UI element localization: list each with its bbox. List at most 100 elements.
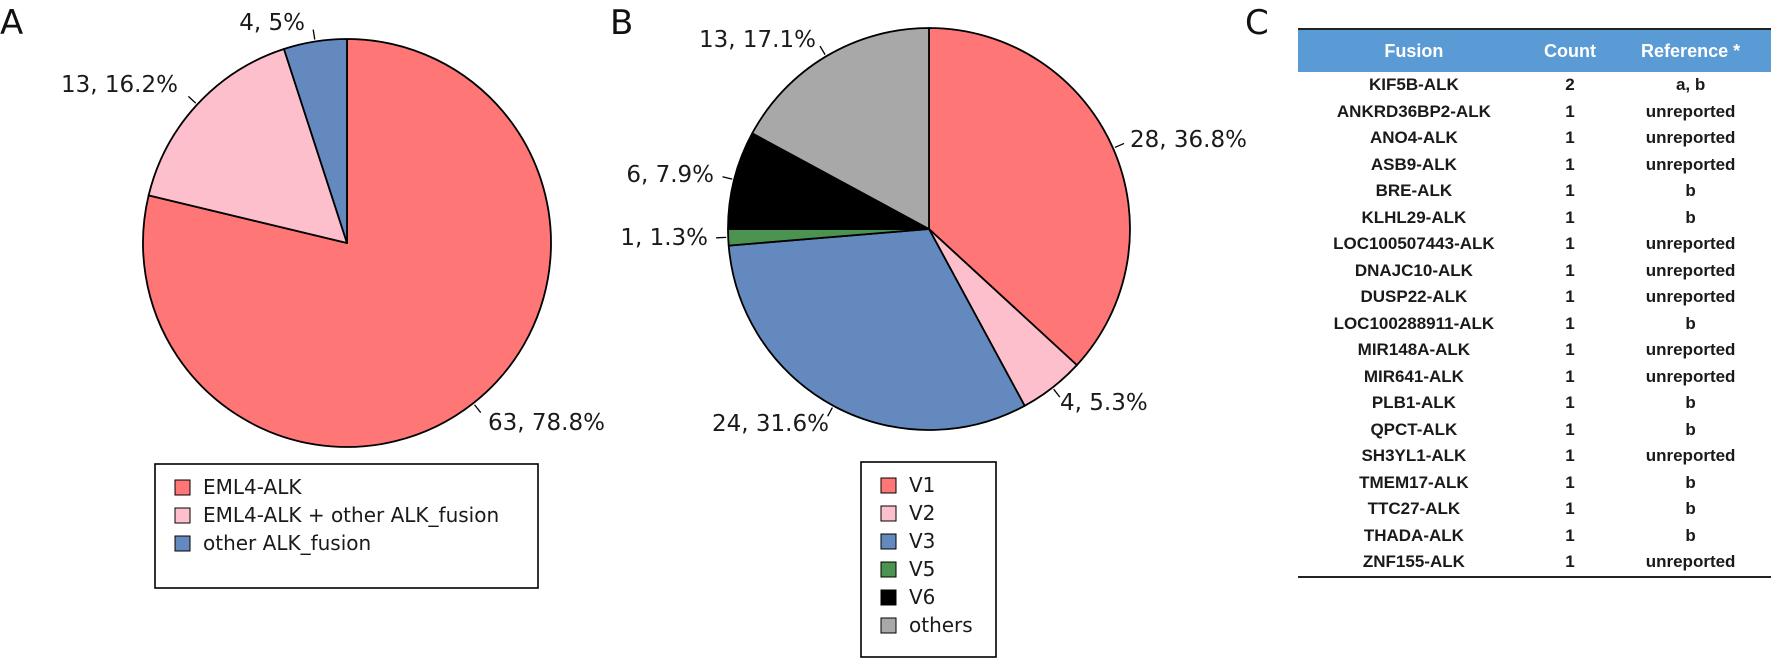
slice-label: 13, 16.2% [61,72,178,98]
cell-fusion: BRE-ALK [1375,181,1453,201]
cell-reference: unreported [1645,260,1736,280]
cell-count: 1 [1565,313,1575,333]
slice-leader-line [312,29,316,40]
pie-chart-a: 63, 78.8% 13, 16.2% 4, 5% [61,10,605,448]
cell-fusion: QPCT-ALK [1370,419,1458,439]
cell-count: 1 [1565,446,1575,466]
legend-entry: EML4-ALK [203,475,302,499]
cell-reference: b [1685,499,1696,519]
pie-slice-v6 [727,132,930,230]
legend-swatch [880,505,897,522]
cell-fusion: LOC100288911-ALK [1333,313,1495,333]
header-reference: Reference * [1610,28,1771,72]
table-row: DNAJC10-ALK 1 unreported [1298,258,1771,285]
cell-fusion: KLHL29-ALK [1361,207,1467,227]
slice-label: 4, 5.3% [1060,390,1148,416]
panel-letter-c: C [1245,3,1269,43]
panel-letter-a: A [0,3,23,43]
cell-count: 1 [1565,234,1575,254]
legend-swatch [880,477,897,494]
cell-reference: a, b [1675,75,1706,95]
cell-count: 1 [1565,260,1575,280]
cell-fusion: DNAJC10-ALK [1354,260,1473,280]
cell-count: 2 [1565,75,1575,95]
legend-entry: V2 [909,501,935,525]
cell-reference: b [1685,393,1696,413]
cell-reference: unreported [1645,446,1736,466]
cell-fusion: ZNF155-ALK [1298,549,1530,578]
table-row: ANKRD36BP2-ALK 1 unreported [1298,99,1771,126]
cell-fusion: MIR641-ALK [1363,366,1464,386]
cell-fusion: THADA-ALK [1363,525,1464,545]
table-row: TMEM17-ALK 1 b [1298,470,1771,497]
cell-count: 1 [1565,154,1575,174]
slice-label: 63, 78.8% [488,410,605,436]
cell-count: 1 [1565,499,1575,519]
pie-slice-eml4-alk-other-alk-fusion [147,48,348,244]
legend-swatch [174,479,191,496]
cell-fusion: ANKRD36BP2-ALK [1336,101,1491,121]
table-row: SH3YL1-ALK 1 unreported [1298,443,1771,470]
slice-label: 24, 31.6% [712,411,829,437]
legend-entry: EML4-ALK + other ALK_fusion [203,503,499,527]
legend-swatch [880,561,897,578]
legend-swatch [174,535,191,552]
cell-fusion: ANO4-ALK [1369,128,1458,148]
cell-count: 1 [1565,101,1575,121]
legend-swatch [880,533,897,550]
table-row: TTC27-ALK 1 b [1298,496,1771,523]
table-row: QPCT-ALK 1 b [1298,417,1771,444]
legend-a: EML4-ALK EML4-ALK + other ALK_fusionother… [154,463,539,589]
table-row: ZNF155-ALK 1 unreported [1298,549,1771,578]
cell-reference: unreported [1645,366,1736,386]
slice-leader-line [1114,142,1125,149]
table-row: LOC100288911-ALK 1 b [1298,311,1771,338]
header-fusion: Fusion [1298,28,1530,72]
table-row: ANO4-ALK 1 unreported [1298,125,1771,152]
slice-leader-line [722,176,733,180]
legend-swatch [880,617,897,634]
table-row: KLHL29-ALK 1 b [1298,205,1771,232]
cell-reference: b [1685,207,1696,227]
cell-count: 1 [1565,393,1575,413]
cell-count: 1 [1565,287,1575,307]
cell-reference: b [1685,472,1696,492]
cell-count: 1 [1565,207,1575,227]
table-row: LOC100507443-ALK 1 unreported [1298,231,1771,258]
cell-reference: unreported [1645,340,1736,360]
slice-leader-line [819,45,826,55]
cell-fusion: PLB1-ALK [1371,393,1456,413]
legend-b: V1 V2 V3 V5 V6 others [860,461,997,658]
legend-swatch [174,507,191,524]
cell-fusion: TMEM17-ALK [1359,472,1469,492]
table-row: PLB1-ALK 1 b [1298,390,1771,417]
pie-slice-v1 [928,27,1131,367]
slice-label: 4, 5% [239,10,305,36]
cell-count: 1 [1565,472,1575,492]
cell-count: 1 [1565,340,1575,360]
legend-frame [154,463,539,589]
table-row: DUSP22-ALK 1 unreported [1298,284,1771,311]
cell-reference: b [1685,313,1696,333]
header-count: Count [1529,28,1611,72]
cell-reference: unreported [1645,287,1736,307]
cell-count: 1 [1565,366,1575,386]
slice-label: 6, 7.9% [626,162,714,188]
legend-entry: V6 [909,585,935,609]
slice-label: 13, 17.1% [699,27,816,53]
cell-reference: unreported [1645,154,1736,174]
table-header-row: Fusion Count Reference * [1298,28,1771,72]
cell-reference: unreported [1610,549,1771,578]
panel-letter-b: B [610,3,633,43]
table-row: MIR641-ALK 1 unreported [1298,364,1771,391]
pie-chart-b: 28, 36.8% 4, 5.3% 24, 31.6% 1, 1.3% 6, 7.9% 1… [620,27,1247,437]
fusion-table: Fusion Count Reference * KIF5B-ALK 2 a, b A… [1298,28,1771,578]
slice-leader-line [474,404,482,414]
cell-fusion: ASB9-ALK [1370,154,1457,174]
slice-leader-line [187,95,197,104]
cell-count: 1 [1565,128,1575,148]
cell-count: 1 [1565,181,1575,201]
cell-count: 1 [1529,549,1611,578]
legend-entry: V1 [909,473,935,497]
